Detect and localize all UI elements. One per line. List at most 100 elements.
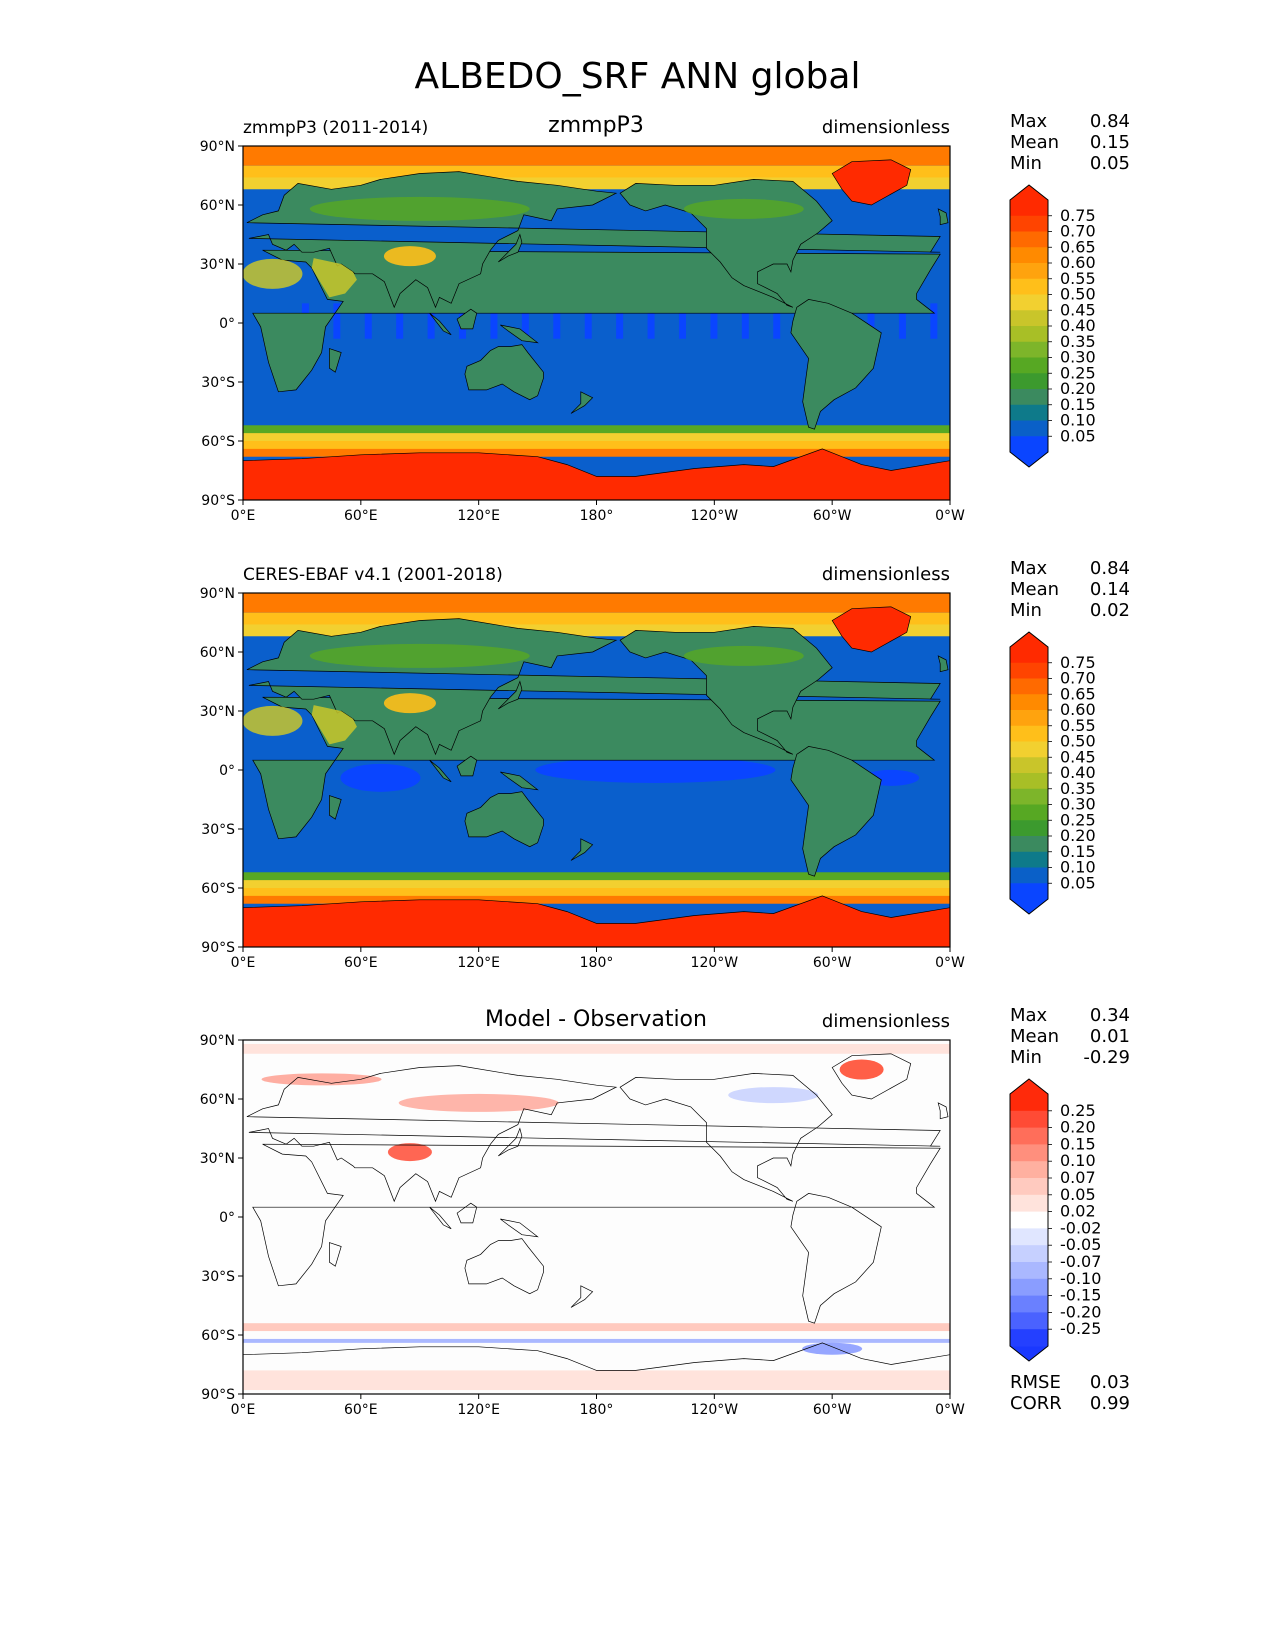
- colorbar-segment: [1010, 1144, 1048, 1162]
- colorbar-label: 0.10: [1060, 858, 1096, 877]
- colorbar-label: 0.05: [1060, 873, 1096, 892]
- colorbar-segment: [1010, 247, 1048, 264]
- y-tick-label: 60°N: [200, 1092, 235, 1108]
- colorbar-segment: [1010, 1110, 1048, 1129]
- colorbar-segment: [1010, 420, 1048, 437]
- panel-left-title: zmmpP3 (2011-2014): [243, 118, 429, 138]
- colorbar-label: 0.20: [1060, 379, 1096, 398]
- colorbar-segment: [1010, 373, 1048, 390]
- x-tick-label: 120°W: [691, 508, 739, 524]
- y-tick-label: 90°N: [200, 139, 235, 155]
- x-tick-label: 60°W: [813, 1402, 852, 1418]
- x-tick-label: 60°W: [813, 508, 852, 524]
- land-newguinea: [500, 771, 539, 791]
- land-australia: [464, 791, 544, 848]
- tibet-positive: [387, 1143, 432, 1162]
- y-tick-label: 60°S: [201, 881, 235, 897]
- y-tick-label: 90°S: [201, 1387, 235, 1403]
- land-nz: [570, 838, 594, 861]
- colorbar-label: 0.10: [1060, 1151, 1096, 1170]
- southern-neg-band: [243, 1338, 950, 1343]
- arctic-transition-band: [243, 177, 950, 190]
- x-tick-label: 60°W: [813, 955, 852, 971]
- canada-negative: [728, 1087, 819, 1104]
- land-uk: [937, 208, 949, 226]
- itcz-stripe: [584, 303, 592, 339]
- map-panel-difference: 0°E 60°E 120°E 180° 120°W 60°W 0°W 90°N 60°N 30°N…: [0, 1004, 1275, 1444]
- y-tick-label: 0°: [219, 763, 235, 779]
- siberia-green: [309, 643, 530, 668]
- colorbar-label: 0.70: [1060, 669, 1096, 688]
- y-tick-label: 0°: [219, 316, 235, 332]
- arctic-transition-band: [243, 624, 950, 637]
- colorbar-label: 0.60: [1060, 700, 1096, 719]
- southern-pos-band: [243, 1323, 950, 1332]
- colorbar-segment: [1010, 725, 1048, 742]
- colorbar-label: 0.35: [1060, 779, 1096, 798]
- y-tick-label: 60°S: [201, 1328, 235, 1344]
- land-madagascar: [329, 348, 342, 373]
- colorbar-segment: [1010, 851, 1048, 868]
- colorbar-segment: [1010, 1312, 1048, 1330]
- colorbar-outline: [1009, 1078, 1049, 1362]
- colorbar-segment: [1010, 710, 1048, 727]
- x-tick-label: 120°E: [457, 955, 500, 971]
- itcz-stripe: [427, 303, 435, 339]
- colorbar-label: 0.15: [1060, 1134, 1096, 1153]
- colorbar-label: 0.40: [1060, 316, 1096, 335]
- y-tick-label: 60°N: [200, 645, 235, 661]
- colorbar-label: -0.02: [1060, 1218, 1101, 1237]
- colorbar-segment: [1010, 1245, 1048, 1263]
- coast-greenland: [831, 1053, 912, 1100]
- colorbar-segment: [1010, 1127, 1048, 1145]
- colorbar-label: 0.25: [1060, 1101, 1096, 1120]
- colorbar-segment: [1010, 231, 1048, 248]
- colorbar-label: 0.50: [1060, 732, 1096, 751]
- desert-arabia: [311, 705, 357, 745]
- y-tick-label: 30°S: [201, 1269, 235, 1285]
- southern-orange-band: [243, 895, 950, 904]
- itcz-stripe: [364, 303, 372, 339]
- map-field: [243, 593, 950, 947]
- colorbar-label: 0.45: [1060, 300, 1096, 319]
- x-tick-label: 180°: [580, 1402, 614, 1418]
- y-tick-label: 90°N: [200, 1033, 235, 1049]
- coast-japan: [498, 1127, 523, 1157]
- colorbar-segment: [1010, 278, 1048, 295]
- panel-center-title: zmmpP3: [548, 113, 644, 138]
- colorbar-segment: [1010, 836, 1048, 853]
- itcz-stripe: [867, 303, 875, 339]
- itcz-stripe: [678, 303, 686, 339]
- colorbar-label: 0.05: [1060, 1185, 1096, 1204]
- land-newguinea: [500, 324, 539, 344]
- coast-sumatra: [429, 1206, 452, 1230]
- x-tick-label: 0°W: [935, 955, 965, 971]
- x-tick-label: 120°W: [691, 955, 739, 971]
- map-svg-test: 0°E 60°E 120°E 180° 120°W 60°W 0°W 90°N 60°N 30°N…: [200, 139, 1096, 524]
- colorbar-top-extension: [1010, 632, 1048, 647]
- panel-units: dimensionless: [821, 1011, 950, 1032]
- tibet-high: [383, 246, 436, 267]
- coast-samerica: [790, 1193, 882, 1324]
- map-panel-reference: 0°E 60°E 120°E 180° 120°W 60°W 0°W 90°N 60°N 30°N…: [0, 557, 1275, 997]
- x-tick-label: 0°W: [935, 508, 965, 524]
- colorbar-label: 0.45: [1060, 747, 1096, 766]
- panel-units: dimensionless: [821, 117, 950, 138]
- colorbar-segment: [1010, 1262, 1048, 1280]
- x-tick-label: 60°E: [344, 955, 378, 971]
- colorbar-label: -0.10: [1060, 1269, 1101, 1288]
- colorbar-outline: [1009, 184, 1049, 468]
- colorbar-segment: [1010, 1228, 1048, 1246]
- itcz-stripe: [490, 303, 498, 339]
- colorbar-segment: [1010, 883, 1048, 900]
- colorbar-segment: [1010, 389, 1048, 406]
- itcz-stripe: [773, 303, 781, 339]
- canada-green: [683, 645, 804, 666]
- colorbar-label: 0.25: [1060, 810, 1096, 829]
- colorbar-label: 0.55: [1060, 716, 1096, 735]
- colorbar-segment: [1010, 1178, 1048, 1196]
- colorbar-label: 0.15: [1060, 395, 1096, 414]
- colorbar-label: 0.07: [1060, 1168, 1096, 1187]
- land-greenland: [831, 606, 912, 653]
- colorbar-segment: [1010, 867, 1048, 884]
